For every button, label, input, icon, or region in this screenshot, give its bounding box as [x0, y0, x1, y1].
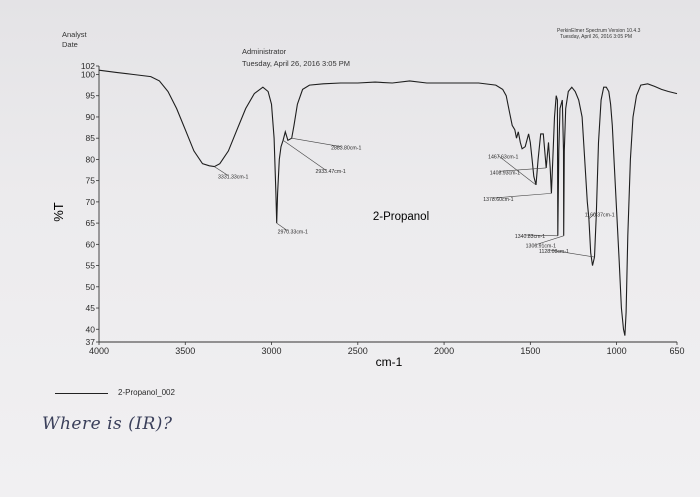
peak-label: 1378.60cm-1 [483, 197, 513, 203]
peak-label: 1128.08cm-1 [539, 249, 569, 255]
y-tick-label: 70 [86, 197, 96, 207]
y-tick-label: 85 [86, 133, 96, 143]
peak-leader-line [282, 140, 326, 171]
x-axis: 4000 3500 3000 2500 2000 1500 1000 650 [89, 341, 685, 356]
peak-labels: 3331.33cm-1 2970.33cm-1 2933.47cm-1 2883.80… [218, 146, 615, 255]
peak-leader-lines [214, 137, 595, 258]
peak-label: 2883.80cm-1 [331, 146, 361, 152]
x-tick-label: 2500 [348, 346, 368, 356]
peak-leader-line [535, 235, 564, 246]
y-tick-label: 55 [86, 261, 96, 271]
peak-label: 1160.37cm-1 [585, 212, 615, 218]
date-label: Date [62, 40, 78, 49]
analyst-label: Analyst [62, 30, 87, 39]
peak-leader-line [588, 213, 595, 220]
y-axis-title: %T [51, 202, 66, 222]
peak-label: 1467.63cm-1 [488, 155, 518, 161]
peak-label: 1340.83cm-1 [515, 234, 545, 240]
x-tick-label: 650 [669, 346, 684, 356]
y-tick-label: 60 [86, 239, 96, 249]
operator-name: Administrator [242, 47, 287, 56]
software-version: PerkinElmer Spectrum Version 10.4.3 [557, 28, 641, 34]
y-tick-label: 100 [81, 69, 95, 79]
peak-leader-line [291, 137, 342, 147]
x-tick-label: 1500 [520, 346, 540, 356]
y-tick-label: 37 [86, 337, 96, 347]
peak-leader-line [493, 193, 552, 199]
legend-label: 2-Propanol_002 [118, 388, 175, 397]
y-tick-label: 75 [86, 176, 96, 186]
y-tick-label: 45 [86, 303, 96, 313]
peak-label: 1306.91cm-1 [526, 244, 556, 250]
y-tick-label: 65 [86, 218, 96, 228]
peak-leader-line [214, 166, 229, 176]
peak-leader-line [499, 167, 547, 172]
x-tick-label: 3000 [262, 346, 282, 356]
print-timestamp: Tuesday, April 26, 2016 3:05 PM [242, 59, 350, 68]
x-tick-label: 1000 [607, 346, 627, 356]
handwritten-note: Where is (IR)? [42, 414, 173, 434]
y-tick-label: 80 [86, 154, 96, 164]
software-timestamp: Tuesday, April 26, 2016 3:05 PM [560, 34, 632, 40]
x-tick-label: 4000 [89, 346, 109, 356]
peak-label: 3331.33cm-1 [218, 175, 248, 181]
y-tick-label: 95 [86, 91, 96, 101]
x-tick-label: 3500 [175, 346, 195, 356]
y-tick-label: 40 [86, 324, 96, 334]
peak-leader-line [276, 222, 288, 231]
y-tick-label: 102 [81, 61, 95, 71]
spectrum-line [98, 69, 678, 336]
peak-label: 2970.33cm-1 [278, 230, 308, 236]
sample-name-label: 2-Propanol [373, 211, 429, 223]
x-tick-label: 2000 [434, 346, 454, 356]
peak-leader-line [548, 249, 595, 258]
y-tick-label: 90 [86, 112, 96, 122]
peak-label: 1408.93cm-1 [490, 170, 520, 176]
y-tick-label: 50 [86, 282, 96, 292]
peak-leader-line [524, 234, 558, 237]
peak-label: 2933.47cm-1 [316, 169, 346, 175]
legend-swatch [55, 393, 108, 394]
x-axis-title: cm-1 [376, 355, 403, 369]
